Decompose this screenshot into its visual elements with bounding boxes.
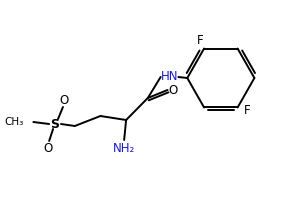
Text: CH₃: CH₃ — [4, 117, 24, 127]
Text: F: F — [244, 104, 251, 117]
Text: HN: HN — [161, 69, 178, 83]
Text: F: F — [197, 34, 203, 47]
Text: O: O — [169, 85, 178, 98]
Text: O: O — [43, 141, 53, 154]
Text: O: O — [59, 94, 68, 106]
Text: NH₂: NH₂ — [113, 142, 135, 155]
Text: S: S — [51, 117, 60, 131]
